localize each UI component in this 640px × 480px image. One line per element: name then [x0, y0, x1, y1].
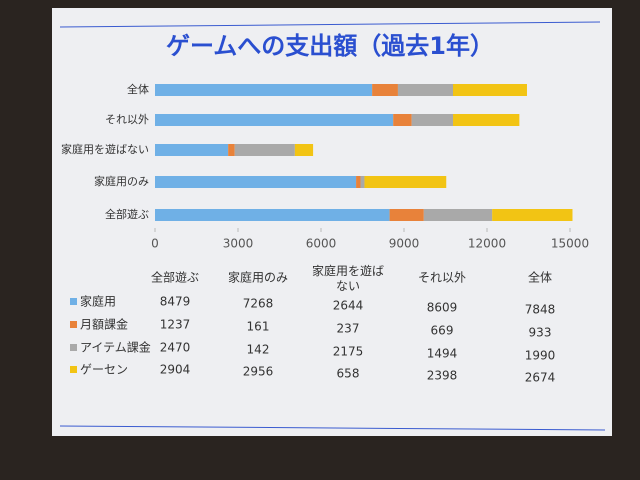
table-header: 家庭用を遊ばない: [312, 263, 384, 293]
table-cell: 2674: [525, 371, 556, 385]
bar-segment: [492, 209, 573, 221]
y-tick-label: それ以外: [105, 113, 149, 126]
legend-swatch: [70, 321, 77, 328]
chart-title: ゲームへの支出額（過去1年）: [166, 32, 494, 60]
table-cell: 2470: [160, 341, 191, 355]
table-cell: 2644: [333, 299, 364, 313]
bar-segment: [423, 209, 493, 221]
legend-label: 家庭用: [80, 294, 116, 309]
x-tick-label: 0: [151, 237, 159, 251]
x-tick-label: 9000: [389, 237, 420, 251]
table-cell: 2175: [333, 345, 364, 359]
legend-label: 月額課金: [80, 317, 128, 332]
table-cell: 237: [337, 322, 360, 336]
table-header: それ以外: [418, 271, 466, 285]
table-cell: 142: [247, 343, 270, 357]
table-cell: 2398: [427, 369, 458, 383]
bar-segment: [372, 84, 398, 96]
bar-segment: [155, 176, 357, 188]
table-header-line: 家庭用を遊ば: [312, 263, 384, 278]
table-cell: 161: [247, 320, 270, 334]
table-cell: 669: [431, 324, 454, 338]
table-cell: 1237: [160, 318, 191, 332]
table-cell: 1494: [427, 347, 458, 361]
legend-swatch: [70, 366, 77, 373]
x-tick-label: 15000: [551, 237, 589, 251]
table-cell: 8479: [160, 295, 191, 309]
bar-segment: [360, 176, 365, 188]
bar-segment: [411, 114, 454, 126]
table-cell: 2956: [243, 365, 274, 379]
bar-segment: [389, 209, 424, 221]
slide-rule: [59, 21, 601, 28]
x-tick-label: 6000: [306, 237, 337, 251]
bar-segment: [228, 144, 235, 156]
table-header: 全部遊ぶ: [151, 270, 199, 285]
bar-segment: [155, 144, 229, 156]
table-cell: 658: [337, 367, 360, 381]
table-cell: 1990: [525, 349, 556, 363]
bar-segment: [155, 84, 373, 96]
table-header: 全体: [528, 270, 552, 285]
table-cell: 8609: [427, 301, 458, 315]
legend-swatch: [70, 298, 77, 305]
legend-swatch: [70, 344, 77, 351]
y-tick-label: 家庭用を遊ばない: [61, 142, 149, 156]
table-header: 家庭用のみ: [228, 270, 288, 285]
bar-segment: [393, 114, 412, 126]
table-cell: 2904: [160, 363, 191, 377]
bar-segment: [453, 114, 520, 126]
bar-segment: [155, 209, 390, 221]
x-tick-label: 3000: [223, 237, 254, 251]
bar-segment: [234, 144, 295, 156]
legend-label: アイテム課金: [80, 340, 151, 355]
y-tick-label: 全部遊ぶ: [105, 207, 149, 221]
table-cell: 7848: [525, 303, 556, 317]
bar-segment: [397, 84, 453, 96]
bar-segment: [364, 176, 447, 188]
y-tick-label: 全体: [127, 82, 149, 96]
table-cell: 933: [529, 326, 552, 340]
table-cell: 7268: [243, 297, 274, 311]
plot: 0 3000 6000 9000 12000 15000 全部遊ぶ 家庭用のみ 家庭用を遊ばない…: [61, 82, 589, 251]
bar-segment: [294, 144, 314, 156]
bar-segment: [452, 84, 527, 96]
bar-segment: [155, 114, 394, 126]
x-tick-label: 12000: [468, 237, 506, 251]
table-header-line: ない: [336, 279, 360, 293]
slide: [52, 8, 612, 436]
slide-rule: [59, 425, 606, 431]
legend-label: ゲーセン: [80, 363, 128, 377]
y-tick-label: 家庭用のみ: [94, 174, 149, 188]
bar-segment: [356, 176, 361, 188]
